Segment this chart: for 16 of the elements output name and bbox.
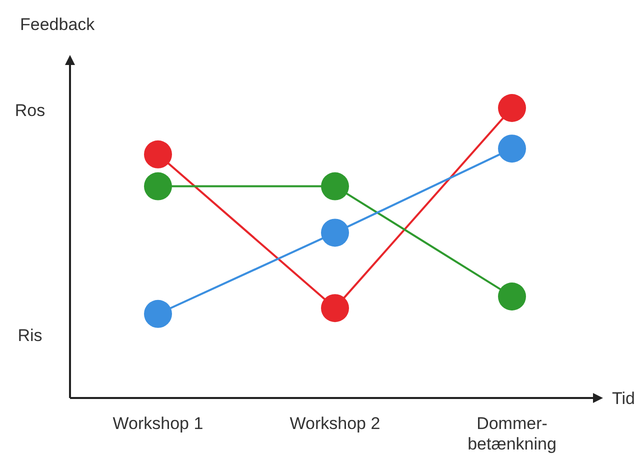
y-axis-title: Feedback xyxy=(20,15,96,34)
x-tick-label: Workshop 1 xyxy=(112,414,204,433)
text: Ris xyxy=(18,326,42,345)
point xyxy=(498,134,526,163)
point xyxy=(144,172,172,200)
point xyxy=(144,300,172,328)
point xyxy=(498,282,526,310)
point xyxy=(144,140,172,168)
point xyxy=(321,218,349,247)
point xyxy=(321,172,349,200)
point xyxy=(321,294,349,322)
text: Ros xyxy=(14,100,46,120)
x-tick-label: Workshop 2 xyxy=(290,414,380,433)
x-axis-title: Tid xyxy=(612,389,635,408)
point xyxy=(498,94,526,122)
x-tick-label: Dommer- betænkning xyxy=(468,414,556,454)
